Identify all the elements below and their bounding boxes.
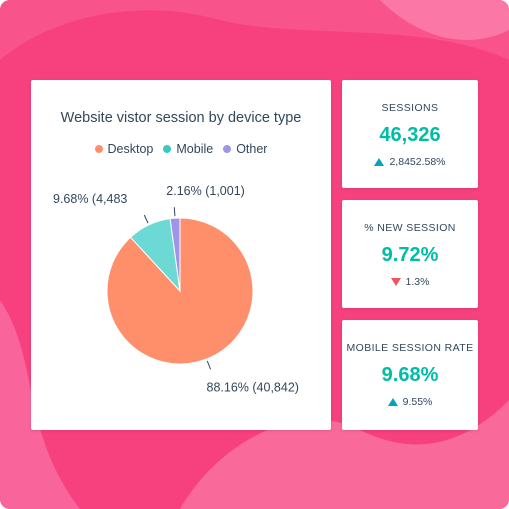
chart-card: Website vistor session by device type De… <box>31 80 331 430</box>
stat-change: 2,8452.58% <box>342 156 478 168</box>
stat-change: 1.3% <box>342 276 478 288</box>
sessions-card: SESSIONS 46,326 2,8452.58% <box>342 80 478 188</box>
stat-value: 9.68% <box>381 364 439 386</box>
pie-slice-other[interactable] <box>169 217 181 292</box>
chart-title: Website vistor session by device type <box>60 110 302 126</box>
slice-label-desktop: 88.16% (40,842) <box>207 380 299 394</box>
stat-change-value: 1.3% <box>405 276 430 288</box>
stat-value: 46,326 <box>379 124 441 146</box>
leader-line-mobile <box>143 214 149 224</box>
arrow-up-icon <box>374 158 385 166</box>
new-session-card: % NEW SESSION 9.72% 1.3% <box>342 200 478 308</box>
other-dot-icon <box>223 145 232 153</box>
slice-label-mobile: 9.68% (4,483 <box>53 192 127 206</box>
desktop-dot-icon <box>94 145 103 153</box>
stat-change-value: 2,8452.58% <box>389 156 446 168</box>
legend-item-mobile[interactable]: Mobile <box>163 142 213 156</box>
stat-change-value: 9.55% <box>402 396 433 408</box>
slice-label-other: 2.16% (1,001) <box>166 184 245 198</box>
arrow-up-icon <box>387 398 398 406</box>
pie-chart: 88.16% (40,842) 9.68% (4,483 2.16% (1,001) <box>53 184 299 394</box>
stat-label: % NEW SESSION <box>364 222 456 234</box>
legend-label-other: Other <box>236 142 268 156</box>
stat-value: 9.72% <box>381 244 439 266</box>
leader-line-desktop <box>206 360 211 370</box>
mobile-session-rate-card: MOBILE SESSION RATE 9.68% 9.55% <box>342 320 478 430</box>
leader-line-other <box>173 207 176 217</box>
mobile-dot-icon <box>163 145 172 153</box>
legend-item-other[interactable]: Other <box>223 142 267 156</box>
stat-label: MOBILE SESSION RATE <box>346 342 474 354</box>
chart-legend: Desktop Mobile Other <box>31 142 331 156</box>
legend-label-desktop: Desktop <box>107 142 154 156</box>
legend-label-mobile: Mobile <box>176 142 214 156</box>
legend-item-desktop[interactable]: Desktop <box>94 142 154 156</box>
stat-label: SESSIONS <box>381 102 439 114</box>
stat-change: 9.55% <box>342 396 478 408</box>
arrow-down-icon <box>390 278 401 286</box>
